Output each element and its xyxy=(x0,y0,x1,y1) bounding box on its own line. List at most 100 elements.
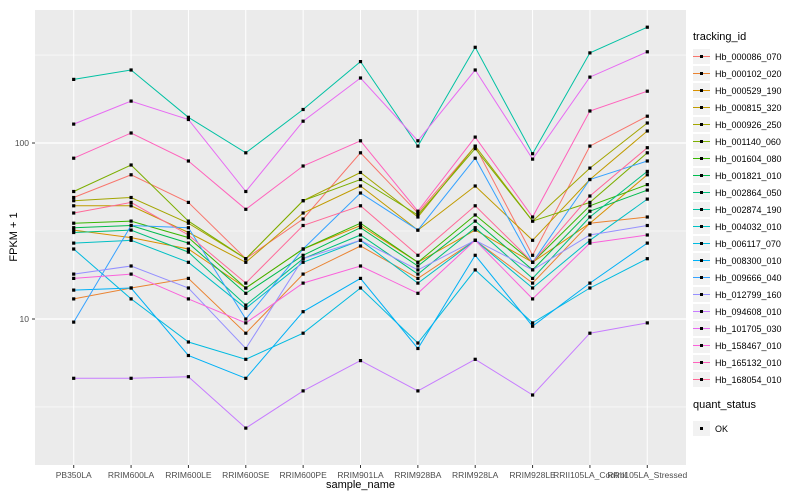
x-tick-label: RRII105LA_Stressed xyxy=(607,470,688,480)
data-point xyxy=(186,200,190,204)
data-point xyxy=(358,221,363,225)
data-point xyxy=(129,223,133,228)
data-point xyxy=(358,184,363,188)
data-point xyxy=(358,204,363,208)
data-point xyxy=(186,286,190,290)
data-point xyxy=(244,303,248,307)
data-point xyxy=(358,60,363,64)
data-point xyxy=(473,45,477,49)
data-point xyxy=(72,204,76,208)
legend-key-box xyxy=(693,151,710,166)
data-point xyxy=(72,276,76,280)
y-tick-label: 10 xyxy=(19,313,29,324)
data-point xyxy=(645,50,649,54)
data-point xyxy=(531,157,535,161)
legend-item-label: Hb_000815_320 xyxy=(715,102,782,113)
data-point xyxy=(358,238,363,242)
data-point xyxy=(72,122,76,126)
data-point xyxy=(301,253,305,257)
data-point xyxy=(301,164,305,168)
data-point xyxy=(531,268,535,272)
data-point xyxy=(129,297,133,301)
data-point xyxy=(358,226,363,230)
data-point xyxy=(244,376,248,380)
legend-item-label: Hb_000529_190 xyxy=(715,85,782,96)
legend-item-Hb_006117_070: Hb_006117_070 xyxy=(693,235,782,252)
legend-point-marker-icon xyxy=(700,55,703,58)
data-point xyxy=(416,264,420,268)
data-point xyxy=(358,233,363,237)
legend-item-label: OK xyxy=(715,423,729,434)
data-point xyxy=(244,189,248,194)
legend-item-label: Hb_101705_030 xyxy=(715,323,782,334)
data-point xyxy=(358,286,363,290)
data-point xyxy=(588,204,592,208)
data-point xyxy=(416,272,420,276)
legend-item-label: Hb_008300_010 xyxy=(715,255,782,266)
data-point xyxy=(301,331,305,335)
legend-item-Hb_001821_010: Hb_001821_010 xyxy=(693,167,782,184)
x-tick-label: RRIM928LE xyxy=(509,470,556,480)
data-point xyxy=(531,215,535,219)
data-point xyxy=(588,144,592,148)
legend-title-quant-status: quant_status xyxy=(693,399,756,411)
data-point xyxy=(588,238,592,242)
data-point xyxy=(416,209,420,213)
data-point xyxy=(588,233,592,237)
legend-item-label: Hb_000086_070 xyxy=(715,51,782,62)
data-point xyxy=(301,257,305,261)
data-point xyxy=(645,257,649,261)
data-point xyxy=(244,317,248,321)
data-point xyxy=(301,281,305,285)
data-point xyxy=(244,331,248,335)
legend-item-label: Hb_158467_010 xyxy=(715,340,782,351)
data-point xyxy=(416,213,420,217)
legend-item-label: Hb_004032_010 xyxy=(715,221,782,232)
legend-item-label: Hb_001821_010 xyxy=(715,170,782,181)
data-point xyxy=(531,219,535,223)
data-point xyxy=(129,68,133,72)
data-point xyxy=(588,75,592,79)
data-point xyxy=(473,226,477,230)
legend-point-marker-icon xyxy=(700,242,703,245)
data-point xyxy=(588,166,592,170)
data-point xyxy=(588,241,592,245)
data-point xyxy=(358,76,363,80)
data-point xyxy=(416,291,420,295)
data-point xyxy=(473,219,477,223)
legend-point-marker-icon xyxy=(700,174,703,177)
data-point xyxy=(473,268,477,272)
legend-key-box xyxy=(693,253,710,268)
legend-item-Hb_008300_010: Hb_008300_010 xyxy=(693,252,782,269)
x-tick-label: RRIM600LE xyxy=(165,470,212,480)
data-point xyxy=(186,340,190,344)
data-point xyxy=(72,288,76,292)
legend-item-label: Hb_012799_160 xyxy=(715,289,782,300)
x-tick-label: PB350LA xyxy=(55,470,92,480)
data-point xyxy=(301,119,305,123)
data-point xyxy=(244,286,248,290)
legend-key-box xyxy=(693,304,710,319)
y-tick-label: 100 xyxy=(14,138,29,148)
data-point xyxy=(416,389,420,393)
data-point xyxy=(72,226,76,230)
x-tick-label: RRIM928BA xyxy=(394,470,442,480)
data-point xyxy=(645,188,649,192)
legend-key-box xyxy=(693,236,710,251)
data-point xyxy=(416,341,420,345)
data-point xyxy=(358,177,363,182)
data-point xyxy=(244,151,248,155)
data-point xyxy=(473,135,477,139)
legend-point-marker-icon xyxy=(700,327,703,330)
data-point xyxy=(129,286,133,290)
data-point xyxy=(72,376,76,380)
data-point xyxy=(358,359,363,363)
legend-key-box xyxy=(693,421,710,436)
legend-item-label: Hb_168054_010 xyxy=(715,374,782,385)
data-point xyxy=(244,291,248,295)
data-point xyxy=(244,357,248,361)
legend-point-marker-icon xyxy=(700,276,703,279)
legend-key-box xyxy=(693,287,710,302)
